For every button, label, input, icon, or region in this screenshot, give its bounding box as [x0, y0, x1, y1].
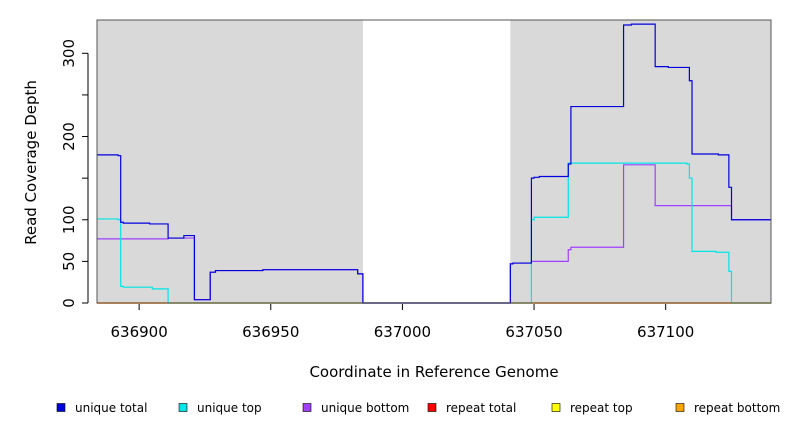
y-tick-label: 300: [60, 39, 78, 68]
series-line-unique-total: [97, 23, 771, 304]
shaded-region-0: [97, 20, 363, 303]
x-tick-label: 637050: [505, 323, 562, 341]
legend-swatch: [551, 403, 561, 412]
y-axis-label: Read Coverage Depth: [22, 80, 40, 245]
x-tick-label: 637000: [374, 323, 431, 341]
series-line-unique-top: [97, 162, 771, 304]
y-axis: 0 50 100 200 300: [60, 39, 89, 308]
legend-swatch: [56, 403, 66, 412]
legend-label: repeat total: [446, 401, 516, 415]
legend-swatch: [178, 403, 188, 412]
shaded-region-1: [510, 20, 771, 303]
legend-swatch: [675, 403, 685, 412]
legend-swatch: [302, 403, 312, 412]
legend: unique total unique top unique bottom repea…: [56, 401, 780, 415]
y-tick-label: 50: [60, 252, 78, 271]
legend-swatch: [427, 403, 437, 412]
legend-label: unique top: [197, 401, 262, 415]
legend-label: unique bottom: [321, 401, 409, 415]
y-tick-label: 100: [60, 205, 78, 234]
legend-label: repeat bottom: [694, 401, 780, 415]
legend-label: unique total: [75, 401, 147, 415]
x-tick-label: 636900: [110, 323, 167, 341]
x-tick-label: 637100: [637, 323, 694, 341]
y-tick-label: 200: [60, 122, 78, 151]
y-tick-label: 0: [60, 298, 78, 308]
x-tick-label: 636950: [242, 323, 299, 341]
legend-label: repeat top: [570, 401, 633, 415]
x-axis-label: Coordinate in Reference Genome: [309, 363, 558, 381]
x-axis: 636900 636950 637000 637050 637100: [110, 304, 694, 341]
plot-frame: [96, 19, 772, 304]
